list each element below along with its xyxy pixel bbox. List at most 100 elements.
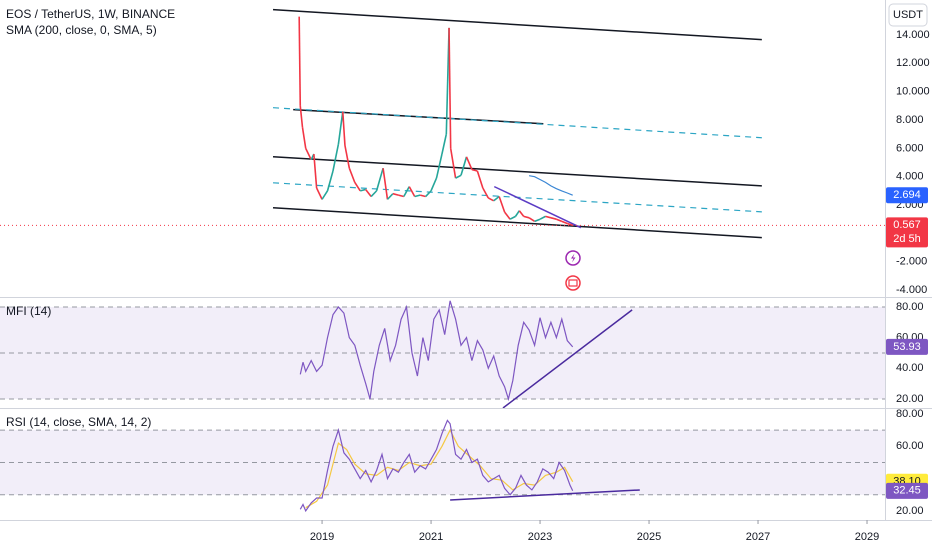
price-segment	[545, 215, 552, 219]
price-segment	[487, 197, 495, 202]
event-icon[interactable]	[565, 250, 581, 266]
price-segment	[337, 111, 344, 145]
price-segment	[332, 143, 340, 172]
pane-title: RSI (14, close, SMA, 14, 2)	[6, 415, 151, 429]
unit-label: USDT	[893, 9, 923, 21]
x-tick-label: 2029	[855, 531, 879, 543]
price-segment	[326, 170, 334, 192]
price-segment	[299, 105, 304, 128]
x-tick-label: 2019	[310, 531, 334, 543]
y-tick-label: 4.000	[896, 171, 924, 183]
price-segment	[344, 145, 351, 169]
price-segment	[403, 186, 410, 197]
unit-box	[888, 3, 928, 27]
last-value-label: 32.45	[893, 485, 921, 497]
y-tick-label: -2.000	[896, 256, 927, 268]
price-segment	[392, 192, 399, 196]
price-segment	[365, 188, 372, 198]
price-segment	[455, 174, 462, 179]
y-tick-label: 80.00	[896, 301, 924, 313]
price-segment	[370, 190, 378, 198]
pane	[0, 300, 885, 408]
x-tick-label: 2021	[419, 531, 443, 543]
price-segment	[425, 190, 432, 198]
y-tick-label: 10.000	[896, 86, 930, 98]
series-line	[528, 175, 573, 196]
price-segment	[375, 167, 384, 192]
price-segment	[304, 148, 312, 161]
x-tick-label: 2027	[746, 531, 770, 543]
price-segment	[382, 168, 389, 200]
price-segment	[482, 187, 489, 199]
price-segment	[503, 211, 511, 220]
price-segment	[509, 215, 516, 220]
last-value-label: 2.694	[893, 189, 921, 201]
event-icon[interactable]	[565, 275, 581, 291]
trend-line	[272, 155, 762, 187]
price-segment	[386, 193, 394, 200]
price-segment	[514, 210, 521, 217]
pane-subtitle: SMA (200, close, 0, SMA, 5)	[6, 23, 157, 37]
price-segment	[471, 168, 478, 172]
last-value-label: 53.93	[893, 341, 921, 353]
price-segment	[476, 170, 484, 189]
price-segment	[561, 220, 568, 225]
last-value-label: 0.567	[893, 219, 921, 231]
price-segment	[408, 186, 416, 197]
price-segment	[419, 194, 426, 198]
event-icon-bolt	[571, 253, 576, 263]
price-segment	[441, 134, 448, 155]
price-segment	[523, 215, 530, 219]
y-tick-label: 40.00	[896, 362, 924, 374]
pane	[0, 8, 885, 239]
price-segment	[493, 195, 500, 202]
last-value-box	[886, 338, 928, 355]
y-tick-label: 14.000	[896, 29, 930, 41]
price-segment	[321, 190, 329, 200]
pane	[0, 419, 885, 513]
series-line	[305, 428, 574, 509]
series-line	[299, 419, 574, 513]
trend-line	[272, 8, 762, 41]
price-segment	[301, 126, 307, 149]
last-value-box	[886, 217, 928, 248]
price-segment	[498, 196, 506, 213]
y-tick-label: 20.00	[896, 505, 924, 517]
price-segment	[315, 187, 323, 200]
event-icon-circle[interactable]	[565, 275, 581, 291]
y-tick-label: 6.000	[896, 142, 924, 154]
pane-title: MFI (14)	[6, 304, 51, 318]
price-segment	[360, 188, 366, 192]
series-line	[299, 300, 574, 402]
price-segment	[354, 181, 361, 192]
price-segment	[567, 222, 574, 227]
y-tick-label: 8.000	[896, 114, 924, 126]
y-tick-label: 60.00	[896, 440, 924, 452]
price-segment	[518, 210, 525, 217]
price-segment	[430, 177, 438, 192]
price-segment	[550, 217, 557, 220]
price-segment	[348, 167, 356, 183]
price-segment	[465, 156, 473, 170]
price-segment	[414, 194, 421, 198]
price-segment	[534, 218, 541, 223]
last-value-box	[886, 187, 928, 204]
price-segment	[528, 217, 536, 223]
trend-line	[272, 206, 762, 239]
price-segment	[556, 218, 563, 223]
price-segment	[313, 153, 318, 189]
x-tick-label: 2023	[528, 531, 552, 543]
price-segment	[449, 148, 457, 179]
price-segment	[539, 215, 546, 220]
price-segment	[460, 156, 468, 176]
price-segment	[341, 111, 346, 146]
price-segment	[398, 194, 405, 198]
x-tick-label: 2025	[637, 531, 661, 543]
pane-title: EOS / TetherUS, 1W, BINANCE	[6, 7, 175, 21]
y-tick-label: 12.000	[896, 57, 930, 69]
price-segment	[435, 153, 443, 179]
trend-line	[493, 185, 582, 229]
y-tick-label: 20.00	[896, 393, 924, 405]
